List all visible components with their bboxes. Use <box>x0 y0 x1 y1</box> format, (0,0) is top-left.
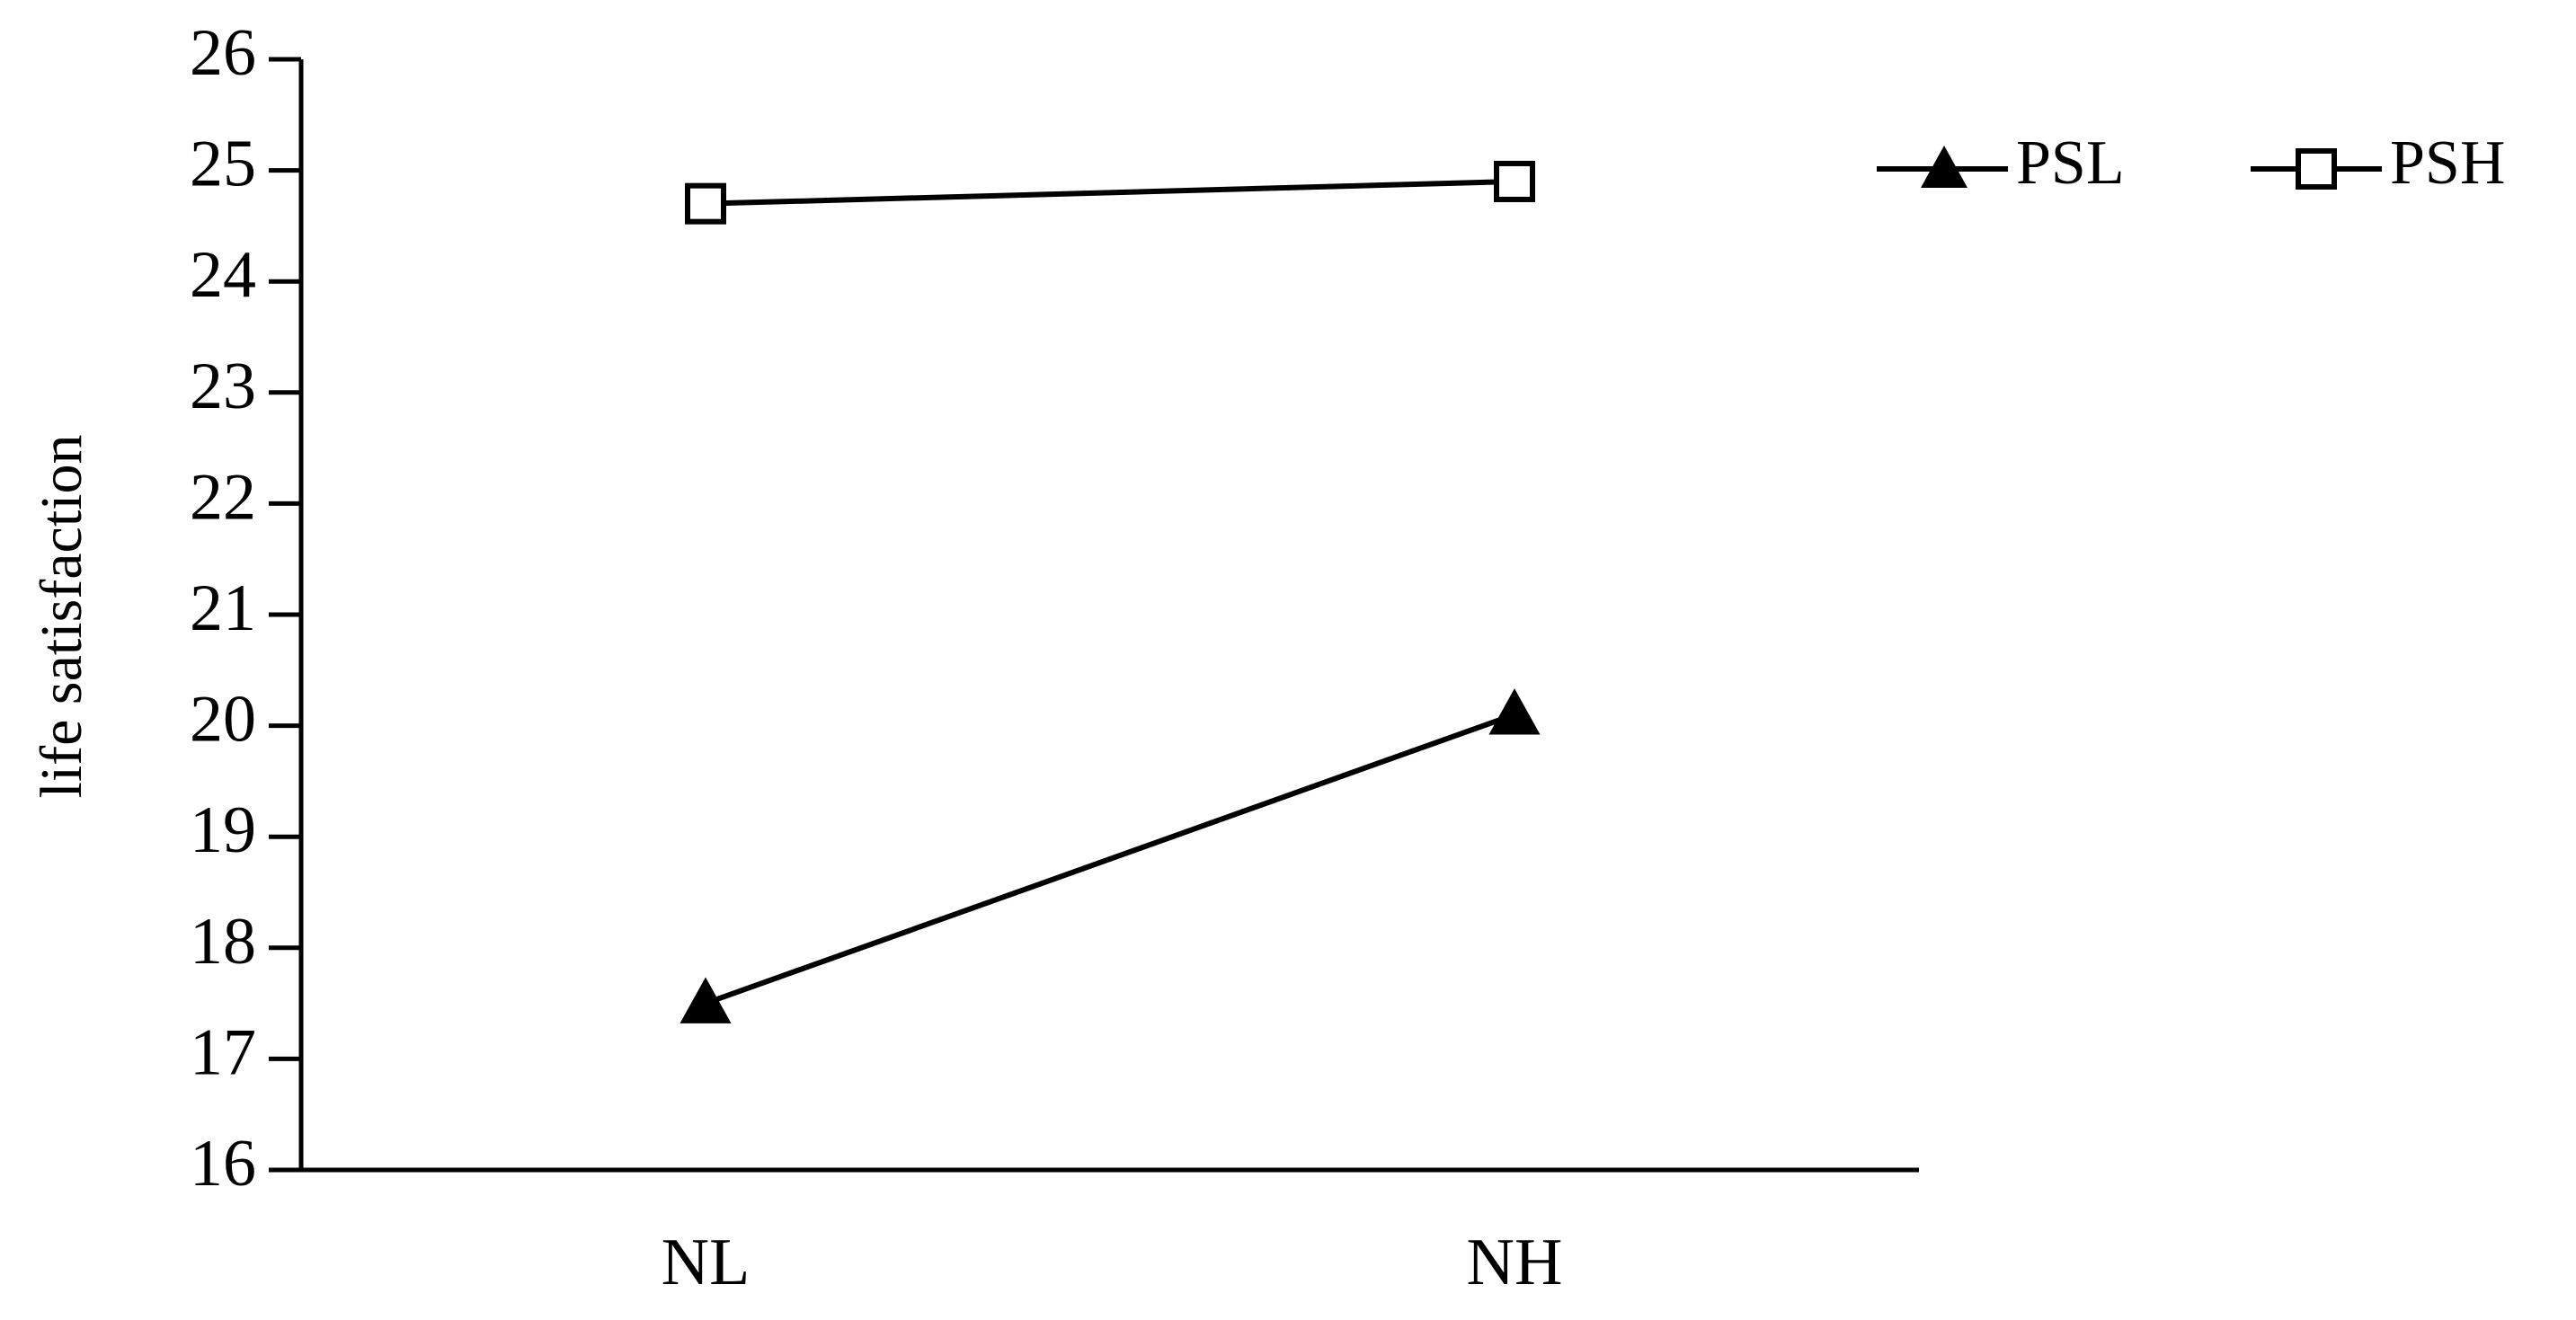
series-line <box>705 178 1515 207</box>
series-line <box>704 712 1516 1006</box>
data-point <box>680 977 732 1023</box>
y-tick-label: 20 <box>190 683 256 757</box>
legend-marker <box>2296 148 2337 190</box>
data-point <box>1488 688 1541 735</box>
data-point <box>685 182 726 225</box>
x-tick-label: NH <box>1467 1226 1563 1299</box>
y-tick-label: 23 <box>190 350 256 423</box>
y-tick-label: 18 <box>190 905 256 979</box>
data-point <box>1494 160 1535 202</box>
y-tick-label: 25 <box>190 128 256 201</box>
y-tick-label: 21 <box>190 571 256 645</box>
y-tick-label: 24 <box>190 238 256 312</box>
x-tick-label: NL <box>662 1226 751 1299</box>
legend-label: PSH <box>2390 128 2505 198</box>
y-tick-label: 19 <box>190 793 256 867</box>
y-tick-label: 22 <box>190 460 256 534</box>
y-tick-label: 16 <box>190 1127 256 1200</box>
y-tick-label: 17 <box>190 1015 256 1089</box>
legend-label: PSL <box>2016 128 2125 198</box>
y-tick-label: 26 <box>190 16 256 90</box>
y-axis-label: life satisfaction <box>29 434 94 798</box>
legend-marker <box>1921 146 1968 188</box>
